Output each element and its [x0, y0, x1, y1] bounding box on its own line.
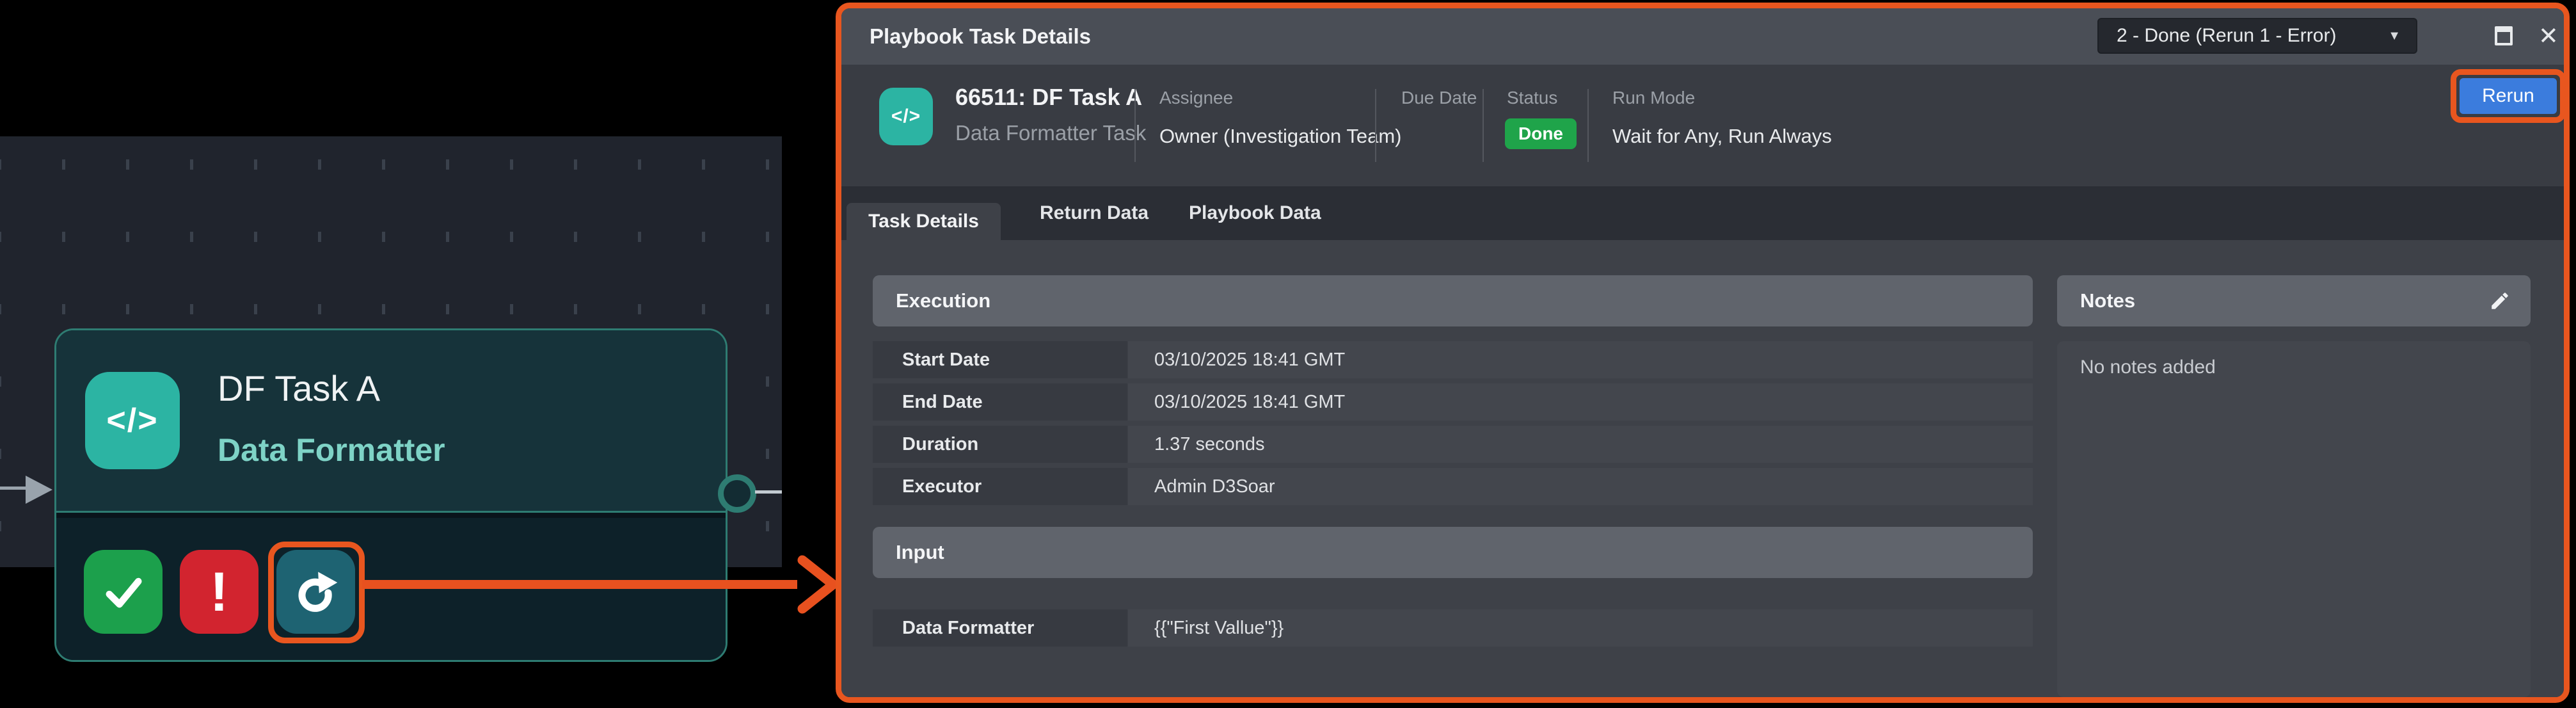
- detail-row-label-cell: Data Formatter: [873, 609, 1127, 647]
- detail-row-label-cell: Start Date: [873, 341, 1127, 378]
- detail-row-label: Start Date: [902, 349, 990, 370]
- run-status-dropdown-value: 2 - Done (Rerun 1 - Error): [2117, 25, 2337, 46]
- workflow-canvas[interactable]: </> DF Task A Data Formatter !: [0, 136, 838, 662]
- tab-bar: Task Details Return Data Playbook Data: [841, 186, 2564, 240]
- edit-notes-button[interactable]: [2488, 289, 2511, 312]
- input-rows: Data Formatter {{"First Vallue"}}: [873, 609, 2033, 652]
- detail-row: Start Date 03/10/2025 18:41 GMT: [873, 341, 2033, 378]
- exclamation-icon: !: [210, 561, 228, 623]
- task-node-title: DF Task A: [218, 368, 381, 408]
- node-output-line: [755, 490, 782, 494]
- detail-row-value-cell: Admin D3Soar: [1128, 468, 2033, 505]
- tab-task-details[interactable]: Task Details: [847, 203, 1001, 240]
- annotation-arrow-head-icon: [797, 555, 838, 614]
- detail-row-value: {{"First Vallue"}}: [1154, 617, 1284, 638]
- code-icon: </>: [879, 88, 933, 145]
- notes-empty-text: No notes added: [2080, 357, 2216, 378]
- task-node-subtitle: Data Formatter: [218, 432, 445, 468]
- run-mode-value: Wait for Any, Run Always: [1612, 125, 1832, 147]
- rerun-arrow-icon: [298, 571, 337, 612]
- task-id-title: 66511: DF Task A: [955, 84, 1143, 110]
- run-mode-label: Run Mode: [1612, 88, 1696, 108]
- modal-header: Playbook Task Details 2 - Done (Rerun 1 …: [841, 8, 2564, 65]
- pencil-icon: [2492, 293, 2508, 309]
- detail-row: Executor Admin D3Soar: [873, 468, 2033, 505]
- task-rerun-button[interactable]: [276, 550, 355, 634]
- detail-row-value-cell: {{"First Vallue"}}: [1128, 609, 2033, 647]
- run-status-dropdown[interactable]: 2 - Done (Rerun 1 - Error) ▼: [2097, 18, 2417, 54]
- rerun-highlight-annotation: [268, 542, 365, 643]
- tab-return-data[interactable]: Return Data: [1040, 202, 1149, 223]
- detail-row: Duration 1.37 seconds: [873, 426, 2033, 463]
- status-label: Status: [1507, 88, 1558, 108]
- incoming-connector-arrow-icon: [26, 476, 52, 504]
- close-icon[interactable]: ✕: [2538, 23, 2559, 50]
- incoming-connector-line: [0, 487, 27, 490]
- code-icon: </>: [85, 372, 180, 469]
- detail-row-label: Duration: [902, 433, 979, 455]
- execution-rows: Start Date 03/10/2025 18:41 GMT End Date…: [873, 341, 2033, 510]
- due-date-label: Due Date: [1401, 88, 1477, 108]
- detail-row-label: Data Formatter: [902, 617, 1035, 638]
- task-type: Data Formatter Task: [955, 121, 1147, 145]
- detail-row-label-cell: End Date: [873, 383, 1127, 421]
- detail-row-label-cell: Executor: [873, 468, 1127, 505]
- code-icon-glyph: </>: [106, 402, 159, 439]
- notes-content: No notes added: [2057, 341, 2531, 697]
- tab-content: Execution Start Date 03/10/2025 18:41 GM…: [841, 240, 2564, 697]
- rerun-button[interactable]: Rerun: [2460, 78, 2557, 114]
- task-node-status-bar: !: [56, 518, 726, 660]
- playbook-task-details-modal: Playbook Task Details 2 - Done (Rerun 1 …: [836, 3, 2570, 703]
- chevron-down-icon: ▼: [2388, 28, 2401, 43]
- divider: [1134, 89, 1136, 162]
- detail-row-value: 03/10/2025 18:41 GMT: [1154, 349, 1346, 370]
- execution-section-title: Execution: [896, 289, 991, 312]
- check-icon: [106, 577, 142, 607]
- detail-row-value: 03/10/2025 18:41 GMT: [1154, 391, 1346, 412]
- detail-row: Data Formatter {{"First Vallue"}}: [873, 609, 2033, 647]
- rerun-highlight-annotation: Rerun: [2451, 69, 2564, 123]
- modal-title: Playbook Task Details: [870, 24, 1092, 48]
- detail-row-label: Executor: [902, 476, 982, 497]
- detail-row: End Date 03/10/2025 18:41 GMT: [873, 383, 2033, 421]
- task-error-button[interactable]: !: [180, 550, 258, 634]
- annotation-arrow-line: [362, 580, 797, 589]
- tab-playbook-data[interactable]: Playbook Data: [1189, 202, 1321, 223]
- detail-row-value-cell: 03/10/2025 18:41 GMT: [1128, 383, 2033, 421]
- assignee-label: Assignee: [1159, 88, 1234, 108]
- detail-row-value-cell: 1.37 seconds: [1128, 426, 2033, 463]
- detail-row-value-cell: 03/10/2025 18:41 GMT: [1128, 341, 2033, 378]
- detail-row-value: 1.37 seconds: [1154, 433, 1265, 455]
- notes-section-header: Notes: [2057, 275, 2531, 326]
- task-node[interactable]: </> DF Task A Data Formatter !: [54, 328, 727, 662]
- detail-row-value: Admin D3Soar: [1154, 476, 1275, 497]
- maximize-icon[interactable]: [2495, 26, 2513, 45]
- status-badge: Done: [1505, 118, 1577, 149]
- task-node-header[interactable]: </> DF Task A Data Formatter: [56, 330, 726, 513]
- assignee-value: Owner (Investigation Team): [1159, 125, 1402, 147]
- detail-row-label-cell: Duration: [873, 426, 1127, 463]
- code-icon-glyph: </>: [891, 106, 921, 127]
- input-section-title: Input: [896, 541, 944, 563]
- task-summary-bar: </> 66511: DF Task A Data Formatter Task…: [841, 65, 2564, 186]
- notes-section-title: Notes: [2080, 289, 2136, 312]
- divider: [1483, 89, 1484, 162]
- task-success-button[interactable]: [84, 550, 163, 634]
- execution-section-header: Execution: [873, 275, 2033, 326]
- divider: [1375, 89, 1376, 162]
- detail-row-label: End Date: [902, 391, 983, 412]
- divider: [1587, 89, 1589, 162]
- node-output-port[interactable]: [718, 474, 756, 513]
- task-node-divider: [56, 513, 726, 518]
- input-section-header: Input: [873, 527, 2033, 578]
